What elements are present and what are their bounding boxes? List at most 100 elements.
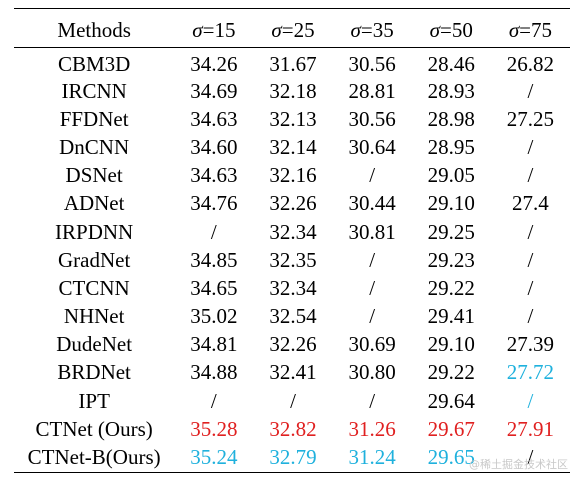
psnr-cell: /	[527, 445, 534, 470]
method-name: IPT	[78, 388, 110, 413]
table-row: CTCNN 34.65 32.34 / 29.22 /	[14, 274, 570, 302]
psnr-cell: 32.35	[269, 247, 317, 272]
psnr-cell: 28.93	[427, 78, 475, 103]
psnr-cell: 32.79	[269, 445, 317, 470]
table-row: IRPDNN / 32.34 30.81 29.25 /	[14, 218, 570, 246]
psnr-cell: 34.81	[190, 332, 238, 357]
psnr-cell: 29.10	[427, 332, 475, 357]
sigma-value: =50	[440, 17, 473, 42]
table-row: CBM3D 34.26 31.67 30.56 28.46 26.82	[14, 48, 570, 77]
psnr-cell: 32.34	[269, 219, 317, 244]
psnr-cell: 28.46	[427, 52, 475, 76]
method-name: IRPDNN	[55, 219, 134, 244]
psnr-cell: 34.69	[190, 78, 238, 103]
psnr-cell: 29.25	[427, 219, 475, 244]
header-rule	[14, 47, 570, 48]
psnr-cell: /	[527, 304, 534, 329]
method-name: DudeNet	[56, 332, 133, 357]
header-methods: Methods	[57, 17, 131, 42]
psnr-cell: /	[527, 247, 534, 272]
psnr-cell: 34.26	[190, 52, 238, 76]
method-name: CTNet (Ours)	[35, 416, 153, 441]
watermark: @稀土掘金技术社区	[469, 458, 568, 471]
sigma-symbol: σ	[350, 17, 361, 42]
psnr-cell: 35.28	[190, 416, 238, 441]
psnr-cell: 32.16	[269, 163, 317, 188]
psnr-cell: 32.26	[269, 332, 317, 357]
psnr-cell: 30.80	[348, 360, 396, 385]
psnr-cell: /	[369, 247, 376, 272]
psnr-cell: 34.65	[190, 275, 238, 300]
method-name: NHNet	[63, 304, 125, 329]
bottom-rule	[14, 472, 570, 473]
table-row: ADNet 34.76 32.26 30.44 29.10 27.4	[14, 190, 570, 218]
psnr-cell: 30.64	[348, 134, 396, 159]
psnr-cell: 34.60	[190, 134, 238, 159]
sigma-value: =35	[360, 17, 394, 42]
sigma-value: =75	[519, 17, 553, 42]
psnr-cell: 27.91	[506, 416, 555, 441]
method-name: BRDNet	[57, 360, 131, 385]
sigma-symbol: σ	[192, 17, 203, 42]
table-row: BRDNet 34.88 32.41 30.80 29.22 27.72	[14, 359, 570, 387]
psnr-cell: 34.63	[190, 163, 238, 188]
header-sigma-75: σ=75	[491, 12, 570, 48]
psnr-cell: 34.76	[190, 191, 238, 216]
sigma-value: =25	[281, 17, 315, 42]
table-row: NHNet 35.02 32.54 / 29.41 /	[14, 303, 570, 331]
psnr-cell: 30.56	[348, 106, 396, 131]
psnr-cell: 29.67	[427, 416, 475, 441]
psnr-cell: 27.39	[506, 332, 555, 357]
top-rule	[14, 8, 570, 9]
psnr-cell: /	[527, 78, 534, 103]
psnr-cell: /	[369, 388, 376, 413]
psnr-cell: /	[527, 134, 534, 159]
table-row: CTNet-B(Ours) 35.24 32.79 31.24 29.65 /	[14, 443, 570, 471]
psnr-cell: /	[369, 163, 376, 188]
method-name: GradNet	[57, 247, 131, 272]
psnr-cell: 32.18	[269, 78, 317, 103]
psnr-cell: /	[527, 163, 534, 188]
psnr-cell: 29.23	[427, 247, 475, 272]
psnr-cell: 30.69	[348, 332, 396, 357]
psnr-cell: 32.34	[269, 275, 317, 300]
psnr-cell: 29.22	[427, 275, 475, 300]
psnr-cell: 32.54	[269, 304, 317, 329]
method-name: CTCNN	[58, 275, 130, 300]
table-row: IRCNN 34.69 32.18 28.81 28.93 /	[14, 77, 570, 105]
table-body: CBM3D 34.26 31.67 30.56 28.46 26.82 IRCNN 34.69…	[14, 48, 570, 472]
table-row: GradNet 34.85 32.35 / 29.23 /	[14, 246, 570, 274]
psnr-cell: 31.67	[269, 52, 317, 76]
psnr-cell: 30.56	[348, 52, 396, 76]
psnr-cell: 28.95	[427, 134, 475, 159]
table-row: DudeNet 34.81 32.26 30.69 29.10 27.39	[14, 331, 570, 359]
method-name: ADNet	[63, 191, 125, 216]
psnr-cell: 32.41	[269, 360, 317, 385]
psnr-cell: 34.63	[190, 106, 238, 131]
psnr-cell: /	[369, 304, 376, 329]
psnr-cell: /	[210, 388, 217, 413]
psnr-cell: 29.41	[427, 304, 475, 329]
table-row: IPT / / / 29.64 /	[14, 387, 570, 415]
psnr-cell: 34.88	[190, 360, 238, 385]
method-name: DnCNN	[59, 134, 130, 159]
psnr-cell: 27.25	[506, 106, 555, 131]
psnr-cell: 29.22	[427, 360, 475, 385]
psnr-cell: 32.14	[269, 134, 317, 159]
psnr-cell: 28.98	[427, 106, 475, 131]
psnr-cell: 29.65	[427, 445, 475, 470]
psnr-cell: /	[527, 275, 534, 300]
psnr-cell: 32.13	[269, 106, 317, 131]
results-table: Methods σ=15 σ=25 σ=35 σ=50 σ=75 CBM3D 34…	[14, 12, 570, 472]
psnr-cell: 32.82	[269, 416, 317, 441]
sigma-value: =15	[202, 17, 236, 42]
method-name: CBM3D	[57, 52, 131, 76]
psnr-cell: 35.24	[190, 445, 238, 470]
psnr-cell: /	[290, 388, 296, 413]
psnr-cell: 27.4	[512, 191, 549, 216]
psnr-cell: /	[210, 219, 217, 244]
table-row: FFDNet 34.63 32.13 30.56 28.98 27.25	[14, 105, 570, 133]
method-name: FFDNet	[59, 106, 129, 131]
header-sigma-50: σ=50	[412, 12, 491, 48]
psnr-cell: 35.02	[190, 304, 238, 329]
